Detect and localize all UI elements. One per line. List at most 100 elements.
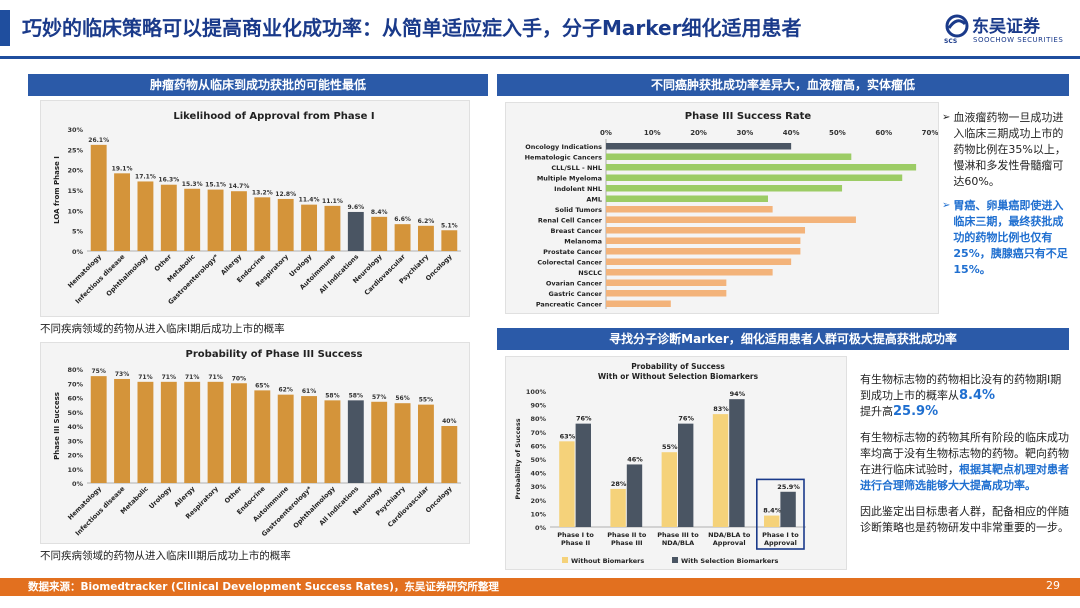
bullet-item: ➢ 胃癌、卵巢癌即使进入临床三期，最终获批成功的药物比例也仅有25%，胰腺癌只有…	[942, 198, 1070, 278]
x-tick-label: NDA/BLA to	[708, 531, 751, 539]
note-1-value-2: 25.9%	[893, 404, 939, 419]
bar	[207, 381, 224, 483]
data-label: 71%	[185, 374, 199, 381]
x-tick-label: Approval	[764, 539, 797, 547]
y-tick-label: 10%	[67, 466, 83, 474]
data-label: 65%	[255, 382, 269, 389]
x-tick-label: Phase II to	[607, 531, 647, 539]
data-label: 17.1%	[135, 173, 156, 180]
bar	[137, 181, 154, 251]
y-tick-label: 30%	[67, 437, 83, 445]
y-tick-label: 50%	[67, 409, 83, 417]
y-tick-label: 0%	[535, 524, 547, 532]
note-2-highlight: 根据其靶点机理对患者进行合理筛选能够大大提高成功率。	[860, 463, 1069, 492]
data-label: 19.1%	[112, 165, 133, 172]
category-label: Melanoma	[564, 237, 602, 245]
bullet-list: ➢ 血液瘤药物一旦成功进入临床三期成功上市的药物比例在35%以上，慢淋和多发性骨…	[942, 110, 1070, 278]
data-label: 63%	[560, 432, 576, 440]
bar	[324, 205, 341, 251]
data-label: 12.8%	[275, 191, 296, 198]
title-divider	[0, 56, 1080, 59]
data-label: 11.4%	[299, 197, 320, 204]
x-tick-label: 0%	[600, 129, 612, 137]
bar	[301, 204, 318, 251]
category-label: Oncology Indications	[525, 143, 602, 151]
data-label: 40%	[442, 418, 456, 425]
bar	[606, 205, 773, 213]
category-label: Renal Cell Cancer	[538, 216, 603, 224]
data-label: 73%	[115, 371, 129, 378]
x-tick-label: 30%	[736, 129, 753, 137]
bar	[184, 381, 201, 483]
bar	[254, 390, 271, 483]
bar	[575, 423, 591, 527]
y-tick-label: 20%	[67, 167, 83, 175]
bar	[606, 184, 843, 192]
data-label: 56%	[395, 395, 409, 402]
category-label: Solid Tumors	[555, 206, 602, 214]
y-tick-label: 70%	[67, 380, 83, 388]
y-tick-label: 20%	[530, 497, 546, 505]
category-label: CLL/SLL - NHL	[551, 164, 602, 172]
chart-title: Likelihood of Approval from Phase I	[173, 111, 374, 122]
y-tick-label: 50%	[530, 456, 546, 464]
x-tick-label: 70%	[922, 129, 938, 137]
chart1-caption: 不同疾病领域的药物从进入临床I期后成功上市的概率	[40, 323, 285, 335]
y-tick-label: 60%	[530, 442, 546, 450]
data-label: 46%	[627, 455, 643, 463]
y-tick-label: 10%	[530, 510, 546, 518]
note-1-value-1: 8.4%	[959, 388, 996, 403]
bar	[606, 142, 792, 150]
bar	[394, 224, 411, 251]
notes-block: 有生物标志物的药物相比没有的药物期I期到成功上市的概率从8.4% 提升高25.9…	[860, 372, 1070, 536]
arrow-bullet-icon: ➢	[942, 200, 951, 211]
bar	[324, 400, 341, 483]
chart-loa-phase1: Likelihood of Approval from Phase I 0% 5% 1…	[53, 111, 461, 306]
data-label: 26.1%	[88, 137, 109, 144]
bar	[729, 399, 745, 527]
chart2-panel: Probability of Phase III Success 0% 10% 20%…	[40, 342, 470, 544]
bar	[417, 404, 434, 483]
bar	[606, 174, 903, 182]
note-3: 因此鉴定出目标患者人群，配备相应的伴随诊断策略也是药物研发中非常重要的一步。	[860, 505, 1069, 534]
y-tick-label: 80%	[530, 415, 546, 423]
page-number: 29	[1046, 579, 1060, 592]
category-label: Hematologic Cancers	[525, 153, 603, 161]
data-label: 55%	[662, 443, 678, 451]
bar	[90, 376, 107, 483]
note-1-text: 有生物标志物的药物相比没有的药物期I期到成功上市的概率从	[860, 373, 1062, 402]
x-tick-label: 20%	[690, 129, 707, 137]
bar	[678, 423, 694, 527]
data-label: 25.9%	[777, 483, 800, 491]
chart3-panel: Phase III Success Rate 0% 10% 20% 30% 40% 50% 6…	[505, 102, 939, 314]
bar	[606, 300, 671, 308]
data-label: 28%	[611, 480, 627, 488]
category-label: Ovarian Cancer	[546, 279, 603, 287]
y-tick-label: 15%	[67, 187, 83, 195]
data-label: 58%	[325, 392, 339, 399]
bar	[441, 426, 458, 483]
y-axis-label: LOA from Phase I	[53, 156, 61, 224]
x-tick-label: 40%	[783, 129, 800, 137]
bar	[712, 414, 729, 527]
note-2: 有生物标志物的药物其所有阶段的临床成功率均高于没有生物标志物的药物。靶向药物在进…	[860, 430, 1070, 494]
category-label: AML	[586, 195, 602, 203]
category-label: Gastric Cancer	[549, 290, 603, 298]
y-tick-label: 10%	[67, 207, 83, 215]
bar	[606, 216, 856, 224]
category-label: NSCLC	[578, 269, 602, 277]
x-tick-label: 50%	[829, 129, 846, 137]
data-label: 76%	[678, 415, 694, 423]
category-label: Colorectal Cancer	[537, 258, 602, 266]
data-label: 75%	[92, 368, 106, 375]
x-tick-label: Phase III	[611, 539, 643, 547]
data-label: 71%	[208, 374, 222, 381]
note-2-text: 有生物标志物的药物其所有阶段的临床成功率均高于没有生物标志物的药物。靶向药物在进…	[860, 431, 1069, 476]
y-tick-label: 0%	[72, 248, 84, 256]
x-tick-label: Ophthalmology	[105, 252, 151, 298]
data-label: 83%	[713, 405, 729, 413]
bar	[606, 279, 727, 287]
page-title: 巧妙的临床策略可以提高商业化成功率：从简单适应症入手，分子Marker细化适用患…	[22, 16, 802, 40]
bar	[606, 258, 792, 266]
data-label: 6.2%	[418, 218, 435, 225]
